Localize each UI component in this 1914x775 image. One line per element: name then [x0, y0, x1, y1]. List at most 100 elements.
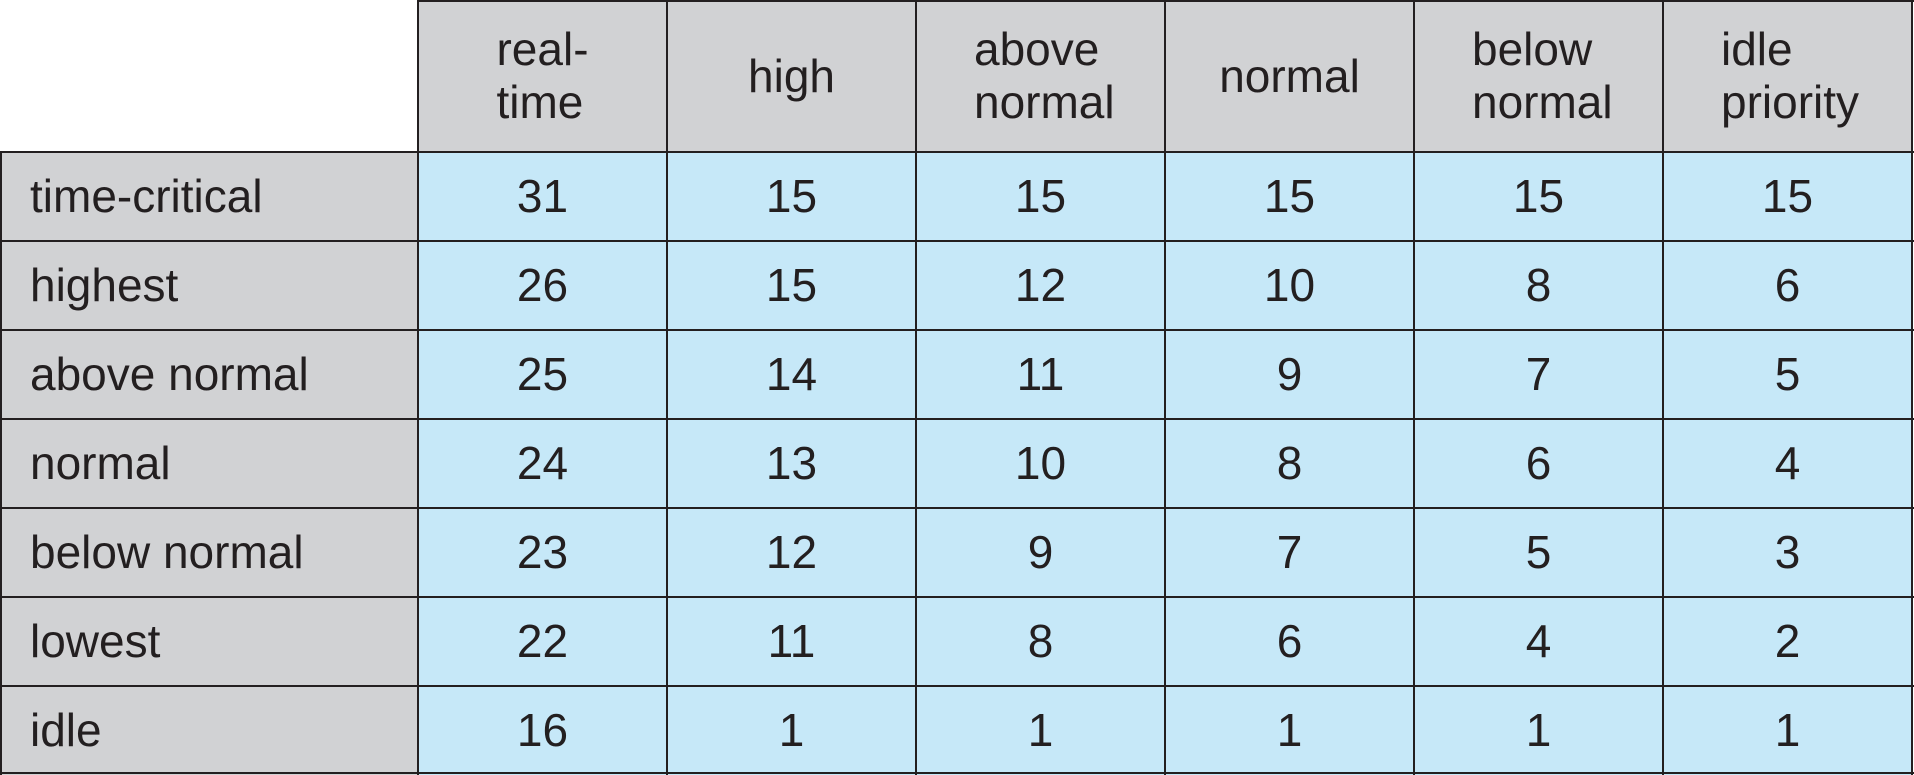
row-header: idle [0, 686, 418, 775]
table-cell-text: 1 [1774, 704, 1801, 757]
table-cell-text: 4 [1525, 615, 1552, 668]
table-cell-text: 11 [767, 615, 816, 668]
table-cell: 12 [667, 508, 916, 597]
table-cell: 10 [1165, 241, 1414, 330]
grid-line [666, 0, 668, 775]
row-header-text: above normal [30, 348, 309, 401]
column-header: normal [1165, 0, 1414, 152]
table-cell: 8 [1165, 419, 1414, 508]
table-cell-text: 31 [516, 170, 569, 223]
table-cell-text: 8 [1276, 437, 1303, 490]
table-cell: 16 [418, 686, 667, 775]
table-cell: 22 [418, 597, 667, 686]
row-header-text: lowest [30, 615, 161, 668]
table-cell-text: 15 [1014, 170, 1067, 223]
table-cell: 9 [916, 508, 1165, 597]
table-cell-text: 3 [1774, 526, 1801, 579]
column-header: above normal [916, 0, 1165, 152]
row-header-text: idle [30, 704, 102, 757]
table-cell-text: 23 [516, 526, 569, 579]
table-cell: 6 [1663, 241, 1912, 330]
row-header-text: highest [30, 259, 179, 312]
table-cell-text: 4 [1774, 437, 1801, 490]
column-header-text: idle priority [1721, 23, 1860, 128]
table-cell-text: 6 [1276, 615, 1303, 668]
grid-line [0, 151, 1914, 153]
table-cell: 1 [667, 686, 916, 775]
table-cell-text: 1 [1027, 704, 1054, 757]
column-header-text: above normal [974, 23, 1115, 128]
table-cell-text: 22 [516, 615, 569, 668]
column-header: high [667, 0, 916, 152]
table-cell: 5 [1663, 330, 1912, 419]
table-cell: 10 [916, 419, 1165, 508]
grid-line [1413, 0, 1415, 775]
grid-line [0, 507, 1914, 509]
table-cell: 26 [418, 241, 667, 330]
grid-line [915, 0, 917, 775]
row-header-text: below normal [30, 526, 304, 579]
table-cell: 25 [418, 330, 667, 419]
grid-line [1911, 0, 1913, 775]
table-cell-text: 5 [1774, 348, 1801, 401]
column-header-text: high [748, 49, 835, 102]
table-cell: 8 [1414, 241, 1663, 330]
grid-line [0, 685, 1914, 687]
table-cell-text: 14 [765, 348, 818, 401]
table-cell-text: 1 [778, 704, 805, 757]
table-cell: 24 [418, 419, 667, 508]
table-cell-text: 8 [1027, 615, 1054, 668]
table-cell: 9 [1165, 330, 1414, 419]
table-cell: 6 [1414, 419, 1663, 508]
table-cell: 4 [1414, 597, 1663, 686]
table-cell-text: 15 [765, 170, 818, 223]
table-cell-text: 11 [1016, 348, 1065, 401]
row-header: time-critical [0, 152, 418, 241]
table-cell: 15 [1663, 152, 1912, 241]
row-header: above normal [0, 330, 418, 419]
table-cell: 12 [916, 241, 1165, 330]
table-cell-text: 7 [1525, 348, 1552, 401]
table-cell: 2 [1663, 597, 1912, 686]
row-header: highest [0, 241, 418, 330]
table-cell-text: 15 [1512, 170, 1565, 223]
grid-line [0, 772, 1914, 774]
row-header: normal [0, 419, 418, 508]
table-cell-text: 12 [765, 526, 818, 579]
table-cell-text: 25 [516, 348, 569, 401]
table-cell-text: 9 [1027, 526, 1054, 579]
table-cell: 1 [916, 686, 1165, 775]
column-header: below normal [1414, 0, 1663, 152]
column-header: real- time [418, 0, 667, 152]
table-cell-text: 15 [1761, 170, 1814, 223]
table-cell-text: 16 [516, 704, 569, 757]
table-cell: 15 [1165, 152, 1414, 241]
table-cell: 1 [1663, 686, 1912, 775]
table-cell: 1 [1414, 686, 1663, 775]
table-cell-text: 5 [1525, 526, 1552, 579]
table-cell: 14 [667, 330, 916, 419]
table-cell-text: 9 [1276, 348, 1303, 401]
grid-line [0, 151, 2, 775]
table-cell-text: 15 [765, 259, 818, 312]
table-cell: 6 [1165, 597, 1414, 686]
table-cell: 11 [916, 330, 1165, 419]
table-cell: 4 [1663, 419, 1912, 508]
row-header-text: time-critical [30, 170, 263, 223]
grid-line [0, 329, 1914, 331]
column-header-text: normal [1219, 49, 1360, 102]
table-cell: 15 [667, 152, 916, 241]
row-header-text: normal [30, 437, 171, 490]
table-cell-text: 6 [1525, 437, 1552, 490]
grid-line [0, 240, 1914, 242]
grid-line [0, 596, 1914, 598]
table-cell: 31 [418, 152, 667, 241]
table-cell-text: 2 [1774, 615, 1801, 668]
column-header-text: below normal [1472, 23, 1613, 128]
grid-line [0, 418, 1914, 420]
table-cell: 15 [1414, 152, 1663, 241]
table-cell: 5 [1414, 508, 1663, 597]
table-cell: 3 [1663, 508, 1912, 597]
grid-line [1662, 0, 1664, 775]
column-header: idle priority [1663, 0, 1912, 152]
